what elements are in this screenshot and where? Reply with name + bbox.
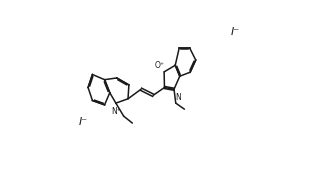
Text: O⁺: O⁺: [155, 61, 165, 70]
Text: I⁻: I⁻: [231, 27, 240, 37]
Text: N: N: [175, 93, 181, 102]
Text: N⁺: N⁺: [111, 107, 121, 117]
Text: I⁻: I⁻: [79, 117, 88, 127]
